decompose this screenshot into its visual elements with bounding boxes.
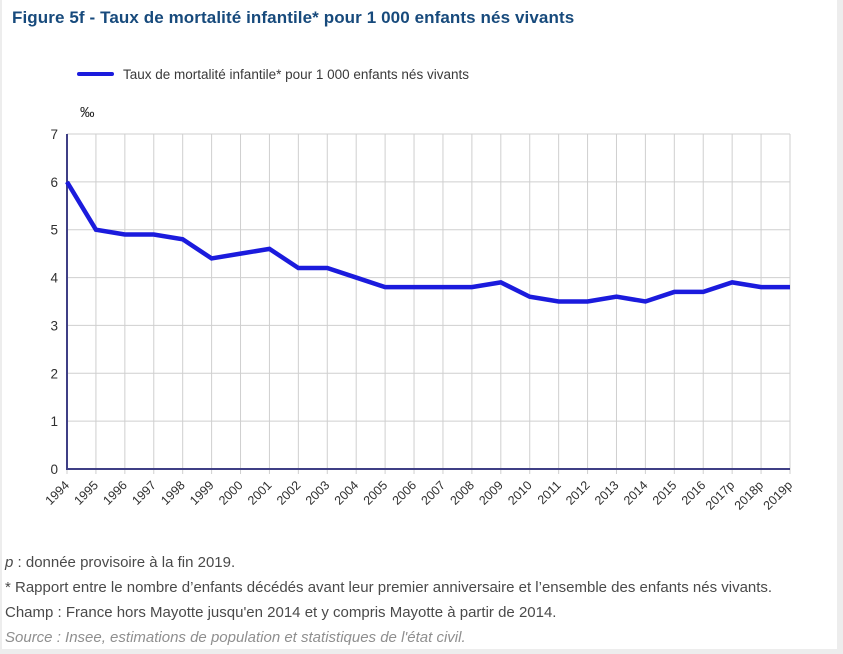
x-tick-label: 2008 [447,478,477,508]
footnote-champ: Champ : France hors Mayotte jusqu'en 201… [5,604,557,621]
x-tick-label: 2006 [390,478,420,508]
x-tick-label: 2003 [303,478,333,508]
axes [66,134,790,470]
footnote-provisional: p : donnée provisoire à la fin 2019. [5,550,837,575]
y-tick-label: 1 [50,414,58,429]
footnotes: p : donnée provisoire à la fin 2019. * R… [5,550,837,649]
x-tick-label: 2004 [332,478,362,508]
x-tick-label: 2002 [274,478,304,508]
x-tick-label: 2000 [216,478,246,508]
x-tick-label: 2010 [505,478,535,508]
x-tick-label: 2012 [563,478,593,508]
y-tick-label: 6 [50,175,58,190]
x-tick-label: 2013 [592,478,622,508]
x-tick-label: 2009 [476,478,506,508]
x-tick-label: 1995 [71,478,101,508]
x-tick-label: 2011 [535,478,564,507]
x-tick-label: 2005 [361,478,391,508]
x-tick-labels: 1994 1995 1996 1997 1998 1999 2000 2001 2002 2003… [43,478,796,513]
x-tick-label: 1994 [43,478,73,508]
x-tick-label: 1997 [129,478,159,508]
y-tick-label: 2 [50,366,58,381]
x-tick-label: 2014 [621,478,651,508]
x-tick-label: 1999 [187,478,217,508]
x-tick-label: 2007 [419,478,449,508]
footnote-definition: * Rapport entre le nombre d’enfants décé… [5,579,773,596]
chart-svg: 0 1 2 3 4 5 6 7 1994 1995 1996 1997 1998 1999 2000 2001… [43,105,796,513]
x-tick-label: 1998 [158,478,188,508]
legend: Taux de mortalité infantile* pour 1 000 … [77,66,469,82]
figure-title: Figure 5f - Taux de mortalité infantile*… [12,8,575,27]
series-line-taux-mortalite [65,180,790,304]
footnote-p-prefix: p [5,554,14,571]
y-axis-unit-label: ‰ [80,105,95,121]
gridlines [66,133,791,474]
footnote-source: Source : Insee, estimations de populatio… [5,629,466,646]
x-tick-label: 2017p [703,478,738,513]
x-tick-label: 1996 [100,478,130,508]
x-tick-label: 2001 [245,478,275,508]
legend-line-swatch [77,72,114,76]
y-tick-label: 3 [50,318,58,333]
legend-label: Taux de mortalité infantile* pour 1 000 … [123,66,469,82]
y-tick-label: 5 [50,223,58,238]
x-tick-label: 2015 [650,478,680,508]
y-tick-labels: 0 1 2 3 4 5 6 7 [50,127,58,477]
x-tick-label: 2018p [732,478,767,513]
y-tick-label: 0 [50,462,58,477]
y-tick-label: 4 [50,271,58,286]
y-tick-label: 7 [50,127,58,142]
x-tick-label: 2019p [761,478,796,513]
footnote-p-text: : donnée provisoire à la fin 2019. [13,554,236,571]
